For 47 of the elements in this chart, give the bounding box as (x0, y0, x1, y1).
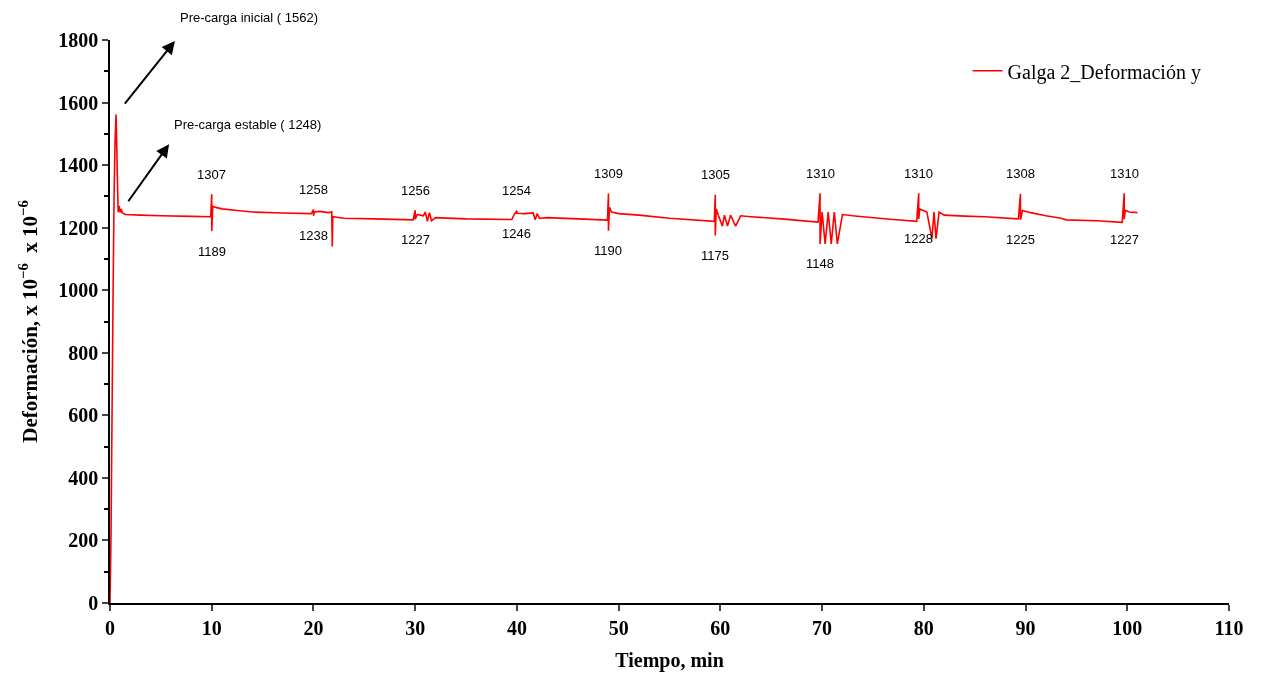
annotation: 1238 (299, 228, 328, 243)
annotation: 1258 (299, 182, 328, 197)
y-tick-label: 600 (68, 404, 99, 427)
y-tick-label: 200 (68, 529, 99, 552)
annotation: Pre-carga inicial ( 1562) (180, 10, 319, 25)
annotation: 1228 (904, 231, 933, 246)
annotation: 1308 (1006, 166, 1035, 181)
annotation: 1310 (806, 166, 835, 181)
annotation: 1256 (401, 183, 430, 198)
y-tick-label: 1400 (58, 154, 99, 177)
annotation: 1190 (594, 243, 622, 258)
x-tick-label: 60 (710, 616, 731, 639)
x-tick-label: 10 (201, 616, 222, 639)
y-tick-label: 1200 (58, 216, 99, 239)
y-tick-label: 0 (88, 592, 99, 614)
annotation: 1310 (904, 166, 933, 181)
annotation: 1307 (197, 167, 226, 182)
x-tick-label: 70 (812, 616, 833, 639)
y-tick-label: 1600 (58, 91, 99, 114)
y-tick-label: 800 (68, 341, 99, 364)
y-tick-label: 400 (68, 466, 99, 489)
x-tick-label: 80 (913, 616, 934, 639)
x-tick-label: 90 (1015, 616, 1036, 639)
line-series (110, 113, 1139, 603)
x-tick-label: 20 (303, 616, 324, 639)
annotation: 1305 (701, 167, 730, 182)
annotation: Pre-carga estable ( 1248) (174, 117, 322, 132)
x-tick-label: 0 (105, 616, 115, 639)
annotation: 1227 (1110, 232, 1139, 247)
legend-label: Galga 2_Deformación y (1007, 60, 1201, 84)
annotation: 1310 (1110, 166, 1139, 181)
x-tick-label: 30 (405, 616, 426, 639)
annotation: 1309 (594, 166, 623, 181)
annotation: 1225 (1006, 232, 1035, 247)
annotation: 1246 (502, 226, 531, 241)
y-tick-label: 1800 (58, 29, 99, 51)
x-tick-label: 40 (506, 616, 527, 639)
annotation: 1227 (401, 232, 430, 247)
annotation: 1189 (198, 244, 226, 259)
y-tick-label: 1000 (58, 279, 99, 302)
x-axis-title: Tiempo, min (615, 648, 724, 672)
annotation: 1254 (502, 183, 531, 198)
annotation: 1148 (806, 256, 834, 271)
x-tick-label: 110 (1214, 616, 1244, 639)
x-tick-label: 50 (608, 616, 629, 639)
x-tick-label: 100 (1112, 616, 1143, 639)
annotation: 1175 (701, 248, 729, 263)
